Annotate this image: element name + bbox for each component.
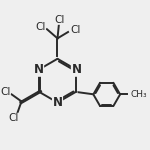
Text: Cl: Cl bbox=[9, 113, 19, 123]
Text: CH₃: CH₃ bbox=[131, 90, 147, 99]
Text: N: N bbox=[34, 63, 44, 76]
Text: Cl: Cl bbox=[0, 87, 11, 97]
Text: N: N bbox=[52, 96, 63, 109]
Text: Cl: Cl bbox=[70, 25, 80, 35]
Text: Cl: Cl bbox=[54, 15, 65, 25]
Text: Cl: Cl bbox=[35, 22, 46, 32]
Text: N: N bbox=[71, 63, 81, 76]
